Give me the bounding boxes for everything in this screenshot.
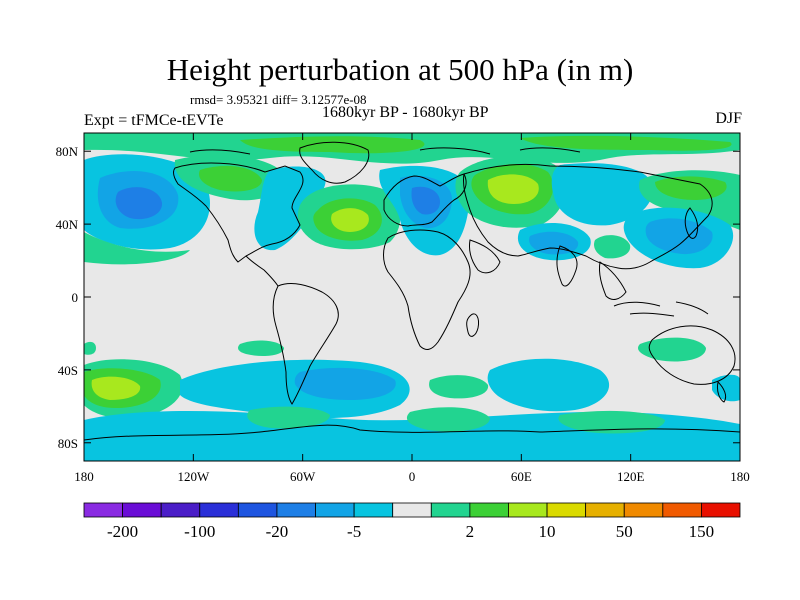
- indonesia-coast: [613, 301, 709, 317]
- colorbar-label: -5: [347, 522, 361, 541]
- north-america-negative: [254, 166, 326, 251]
- japan-coast: [684, 207, 699, 239]
- se-asia-coast: [599, 261, 627, 300]
- colorbar-label: 50: [616, 522, 633, 541]
- colorbar-swatch: [585, 502, 625, 518]
- india-positive: [594, 235, 631, 259]
- period-label: 1680kyr BP - 1680kyr BP: [322, 104, 489, 121]
- colorbar-swatch: [623, 502, 664, 518]
- colorbar-swatch: [508, 502, 548, 518]
- arabia-coast: [469, 239, 501, 274]
- africa-coast: [383, 229, 471, 350]
- colorbar-swatch: [701, 502, 741, 518]
- colorbar-swatch: [469, 502, 509, 518]
- north-pacific-positive: [84, 232, 190, 265]
- colorbar-label: -100: [184, 522, 215, 541]
- lon-tick-label: 0: [409, 469, 416, 484]
- tropical-positive: [84, 341, 96, 355]
- greenland-coast: [299, 141, 370, 184]
- central-america-coast: [245, 255, 279, 287]
- lon-tick-label: 60W: [290, 469, 316, 484]
- south-america-coast: [272, 283, 339, 405]
- lat-tick-label: 80S: [58, 436, 78, 451]
- arctic-islands-coast: [189, 147, 581, 155]
- colorbar-label: -200: [107, 522, 138, 541]
- indian-ocean-positive: [638, 337, 706, 362]
- colorbar-swatch: [83, 502, 123, 518]
- south-pacific-positive-peak: [91, 376, 141, 400]
- south-atlantic-positive: [429, 375, 489, 399]
- colorbar-swatch: [276, 502, 316, 518]
- europe-coast: [383, 173, 467, 227]
- season-label: DJF: [715, 110, 742, 127]
- india-coast: [556, 245, 578, 287]
- asia-negative: [551, 163, 653, 226]
- north-atlantic-positive-peak: [331, 208, 369, 232]
- lat-tick-label: 80N: [56, 144, 79, 159]
- plot-title: Height perturbation at 500 hPa (in m): [166, 52, 634, 87]
- colorbar-swatch: [237, 502, 278, 518]
- lon-tick-label: 180: [74, 469, 94, 484]
- australia-coast: [648, 325, 736, 385]
- north-pacific-negative-core: [115, 187, 163, 220]
- north-america-positive-core: [198, 165, 262, 192]
- new-zealand-coast: [717, 380, 727, 403]
- south-pacific-negative-core: [294, 367, 396, 400]
- stats-line: rmsd= 3.95321 diff= 3.12577e-08: [190, 92, 367, 107]
- antarctic-positive: [247, 406, 330, 429]
- lon-tick-label: 120E: [617, 469, 645, 484]
- axis-ticks: 80N 40N 0 40S 80S 180 120W 60W 0 60E 120E 180: [56, 133, 750, 484]
- colorbar-swatch: [315, 502, 355, 518]
- europe-negative-core: [411, 186, 440, 215]
- lat-tick-label: 40N: [56, 217, 79, 232]
- colorbar-swatch: [662, 502, 702, 518]
- antarctica-coast: [84, 424, 740, 441]
- anomaly-field: [84, 133, 740, 461]
- colorbar-swatch: [392, 502, 432, 518]
- coastlines: [84, 141, 740, 441]
- colorbar-swatch: [430, 502, 471, 518]
- experiment-label: Expt = tFMCe-tEVTe: [84, 112, 224, 129]
- nw-pacific-positive-core: [655, 176, 727, 200]
- lat-tick-label: 0: [72, 290, 79, 305]
- south-indian-negative: [487, 358, 610, 412]
- lon-tick-label: 60E: [511, 469, 532, 484]
- colorbar-swatch: [199, 502, 239, 518]
- tropical-positive: [238, 340, 284, 356]
- colorbar-label: 10: [539, 522, 556, 541]
- colorbar-swatch: [160, 502, 201, 518]
- nw-pacific-negative-core: [645, 218, 713, 255]
- colorbar-swatch: [546, 502, 587, 518]
- madagascar-coast: [466, 313, 479, 337]
- antarctic-positive: [406, 407, 490, 432]
- arctic-positive-core: [520, 135, 732, 151]
- colorbar-label: -20: [266, 522, 289, 541]
- colorbar: -200 -100 -20 -5 2 10 50 150: [83, 502, 741, 541]
- siberia-positive-peak: [487, 174, 539, 204]
- colorbar-swatch: [122, 502, 162, 518]
- lat-tick-label: 40S: [58, 363, 78, 378]
- lon-tick-label: 180: [730, 469, 750, 484]
- antarctic-positive: [558, 410, 665, 434]
- colorbar-label: 2: [466, 522, 475, 541]
- eurasia-coast: [463, 163, 713, 270]
- colorbar-label: 150: [689, 522, 715, 541]
- colorbar-swatch: [353, 502, 394, 518]
- lon-tick-label: 120W: [177, 469, 210, 484]
- north-america-coast: [173, 162, 304, 263]
- arctic-positive-core: [240, 136, 425, 154]
